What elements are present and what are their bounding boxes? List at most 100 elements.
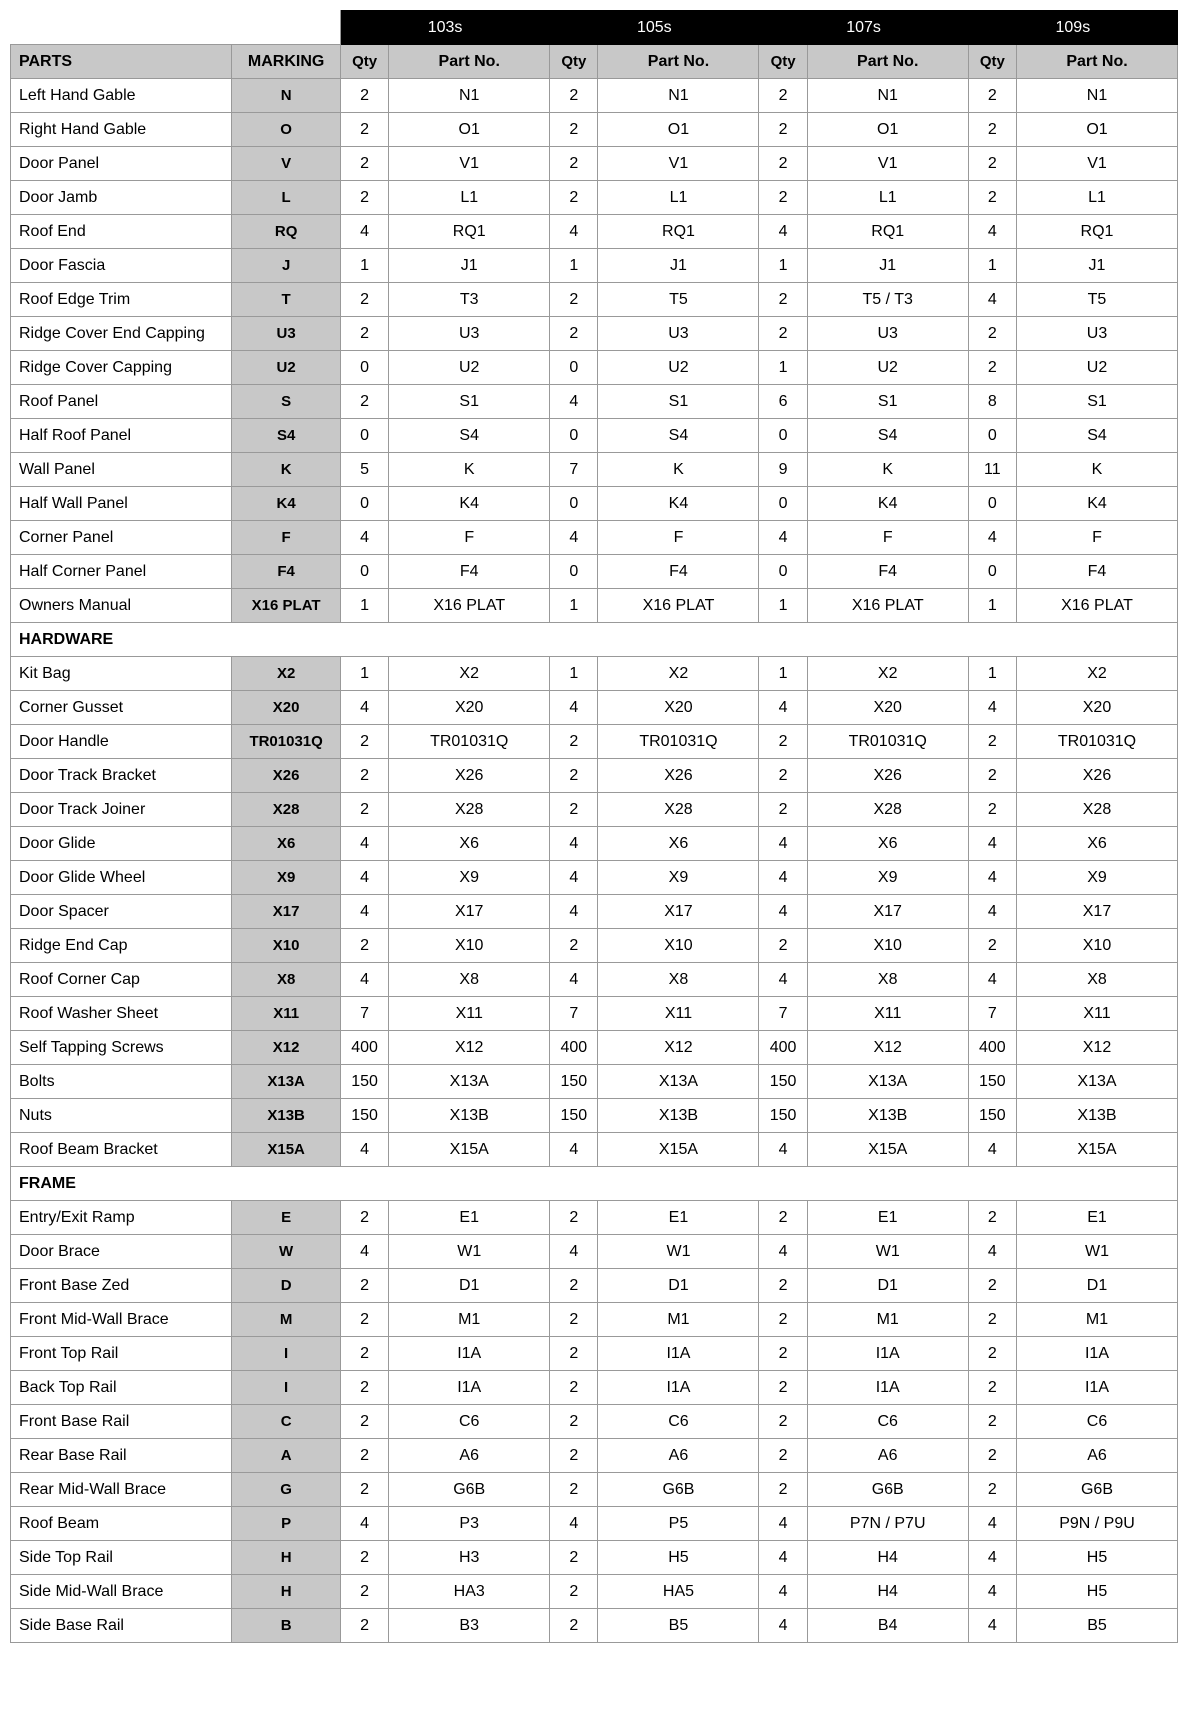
header-empty: [11, 11, 341, 45]
part-name: Door Handle: [11, 725, 232, 759]
part-name: Door Panel: [11, 147, 232, 181]
part-name: Right Hand Gable: [11, 113, 232, 147]
part-no: S4: [598, 419, 759, 453]
qty: 150: [340, 1065, 388, 1099]
part-no: A6: [807, 1439, 968, 1473]
qty: 2: [968, 317, 1016, 351]
qty: 9: [759, 453, 807, 487]
part-no: X9: [598, 861, 759, 895]
part-no: C6: [1016, 1405, 1177, 1439]
part-no: S1: [807, 385, 968, 419]
group-header: 103s: [340, 11, 549, 45]
qty: 4: [340, 1133, 388, 1167]
qty: 1: [968, 589, 1016, 623]
qty: 2: [759, 113, 807, 147]
part-name: Corner Panel: [11, 521, 232, 555]
part-no: X20: [807, 691, 968, 725]
part-no: L1: [389, 181, 550, 215]
part-no: X6: [807, 827, 968, 861]
qty: 2: [340, 1405, 388, 1439]
part-no: X16 PLAT: [598, 589, 759, 623]
marking: X2: [232, 657, 341, 691]
marking: F: [232, 521, 341, 555]
part-no: O1: [598, 113, 759, 147]
qty: 4: [968, 827, 1016, 861]
part-no: A6: [1016, 1439, 1177, 1473]
part-name: Ridge Cover Capping: [11, 351, 232, 385]
marking: X8: [232, 963, 341, 997]
table-row: Door PanelV2V12V12V12V1: [11, 147, 1178, 181]
marking: X6: [232, 827, 341, 861]
qty: 4: [759, 1575, 807, 1609]
part-no: M1: [1016, 1303, 1177, 1337]
part-no: X16 PLAT: [1016, 589, 1177, 623]
col-header-qty: Qty: [759, 45, 807, 79]
qty: 150: [759, 1099, 807, 1133]
qty: 2: [968, 1201, 1016, 1235]
part-no: RQ1: [389, 215, 550, 249]
qty: 2: [759, 725, 807, 759]
table-row: Roof PanelS2S14S16S18S1: [11, 385, 1178, 419]
qty: 2: [759, 1405, 807, 1439]
part-no: T5: [1016, 283, 1177, 317]
table-row: Rear Base RailA2A62A62A62A6: [11, 1439, 1178, 1473]
part-no: X13B: [1016, 1099, 1177, 1133]
part-no: S1: [1016, 385, 1177, 419]
group-header: 107s: [759, 11, 968, 45]
marking: U3: [232, 317, 341, 351]
part-no: H5: [1016, 1541, 1177, 1575]
part-name: Side Mid-Wall Brace: [11, 1575, 232, 1609]
part-no: F: [807, 521, 968, 555]
col-header-partno: Part No.: [389, 45, 550, 79]
qty: 4: [968, 1609, 1016, 1643]
part-name: Owners Manual: [11, 589, 232, 623]
marking: K4: [232, 487, 341, 521]
qty: 4: [968, 691, 1016, 725]
part-name: Door Fascia: [11, 249, 232, 283]
qty: 2: [550, 113, 598, 147]
part-no: X2: [807, 657, 968, 691]
part-name: Roof Beam Bracket: [11, 1133, 232, 1167]
table-row: Corner GussetX204X204X204X204X20: [11, 691, 1178, 725]
part-no: E1: [389, 1201, 550, 1235]
part-name: Bolts: [11, 1065, 232, 1099]
marking: N: [232, 79, 341, 113]
part-no: P5: [598, 1507, 759, 1541]
qty: 6: [759, 385, 807, 419]
part-no: K: [598, 453, 759, 487]
qty: 2: [550, 1541, 598, 1575]
qty: 2: [340, 113, 388, 147]
qty: 4: [759, 963, 807, 997]
part-name: Door Jamb: [11, 181, 232, 215]
qty: 2: [550, 725, 598, 759]
marking: X9: [232, 861, 341, 895]
qty: 2: [968, 1439, 1016, 1473]
qty: 2: [759, 793, 807, 827]
part-no: O1: [1016, 113, 1177, 147]
table-row: Ridge Cover CappingU20U20U21U22U2: [11, 351, 1178, 385]
qty: 0: [550, 555, 598, 589]
qty: 4: [340, 215, 388, 249]
marking: V: [232, 147, 341, 181]
part-no: I1A: [1016, 1371, 1177, 1405]
qty: 2: [550, 1303, 598, 1337]
qty: 2: [759, 317, 807, 351]
part-no: A6: [389, 1439, 550, 1473]
marking: RQ: [232, 215, 341, 249]
qty: 4: [340, 1235, 388, 1269]
qty: 4: [550, 963, 598, 997]
part-name: Left Hand Gable: [11, 79, 232, 113]
table-row: Owners ManualX16 PLAT1X16 PLAT1X16 PLAT1…: [11, 589, 1178, 623]
qty: 400: [550, 1031, 598, 1065]
table-row: Front Base RailC2C62C62C62C6: [11, 1405, 1178, 1439]
part-no: X11: [598, 997, 759, 1031]
part-no: X8: [1016, 963, 1177, 997]
part-no: M1: [389, 1303, 550, 1337]
part-no: F4: [598, 555, 759, 589]
table-head: 103s 105s 107s 109s PARTS MARKING Qty Pa…: [11, 11, 1178, 79]
qty: 1: [340, 249, 388, 283]
part-no: U3: [389, 317, 550, 351]
part-no: X17: [598, 895, 759, 929]
qty: 150: [968, 1065, 1016, 1099]
qty: 2: [968, 929, 1016, 963]
